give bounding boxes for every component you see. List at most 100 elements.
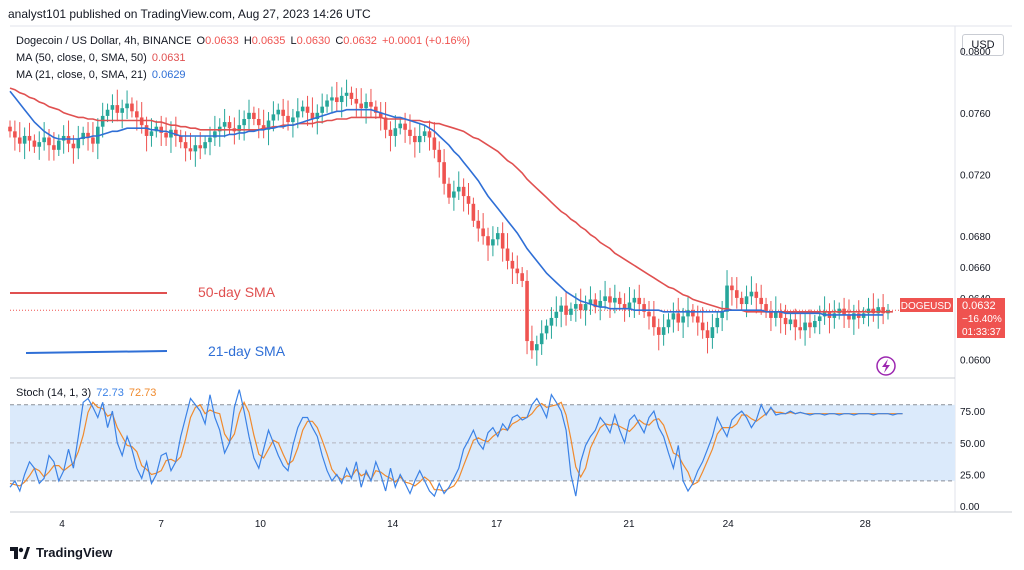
candle-body [56,140,61,150]
symbol-tag: DOGEUSD [901,301,952,312]
candle-body [505,248,510,261]
candle-body [81,132,85,140]
time-axis: 4 7 10 14 17 21 24 28 [59,519,871,530]
candle-body [105,109,110,116]
sma21-annotation-line [25,350,168,354]
candle-body [491,239,495,246]
price-tag: DOGEUSD 0.0632 −16.40% 01:33:37 [900,298,1005,338]
candle-body [554,311,559,318]
candle-body [622,304,627,309]
stoch-tick-label: 75.00 [960,407,985,418]
candle-body [188,148,193,152]
candle-body [139,117,144,126]
candle-body [413,135,417,143]
sma21-annotation-label: 21-day SMA [208,343,286,359]
candle-body [447,183,451,198]
candle-body [710,327,715,338]
candle-body [632,297,637,303]
candle-body [393,128,398,136]
candle-body [666,319,671,328]
ma50-line [9,87,893,313]
ohlc-high: H0.0635 [243,35,286,47]
candle-body [574,304,578,309]
candle-body [315,112,320,119]
candle-body [754,291,759,298]
candle-body [174,129,178,136]
candle-body [525,280,529,342]
candle-body [725,285,729,312]
time-tick-label: 21 [623,519,635,530]
ma21-line [9,90,884,316]
candle-body [847,314,851,320]
candle-body [871,308,876,314]
candle-body [213,131,217,138]
tradingview-logo[interactable]: TradingView [10,545,112,560]
candle-body [739,297,744,305]
stoch-legend: Stoch (14, 1, 3) 72.73 72.73 [16,387,156,399]
candle-body [686,310,690,317]
publish-line: analyst101 published on TradingView.com,… [8,7,371,21]
candle-body [227,122,232,129]
candle-body [208,137,212,143]
candle-body [344,92,349,96]
candle-body [110,105,115,110]
candle-body [349,92,354,99]
candle-body [486,236,490,246]
symbol-tag-bg [900,298,953,312]
candle-body [520,273,524,281]
price-tick-label: 0.0600 [960,356,991,367]
candle-body [76,139,81,149]
candle-body [715,317,720,328]
candle-body [364,102,368,109]
candle-body [198,145,203,149]
candle-body [383,117,388,130]
candle-body [295,111,300,118]
candle-body [749,291,754,297]
candle-body [808,322,812,328]
candle-body [149,131,154,136]
candle-body [17,137,22,144]
candle-body [27,135,32,141]
candle-body [515,268,520,274]
ma50-legend: MA (50, close, 0, SMA, 50) 0.0631 [16,52,186,64]
candle-body [691,310,695,317]
candle-body [569,308,573,315]
candle-body [178,135,183,143]
candle-body [37,142,42,147]
candle-body [42,137,46,143]
candle-body [417,135,422,143]
candle-body [276,109,281,115]
candle-body [266,120,271,130]
candle-body [359,103,363,109]
candle-body [222,122,227,127]
price-tag-change: −16.40% [962,314,1002,325]
candle-body [788,319,793,325]
candle-body [774,311,778,318]
time-tick-label: 24 [723,519,735,530]
candle-body [583,304,588,311]
candle-body [47,137,51,146]
candle-body [764,304,768,312]
currency-button[interactable]: USD [962,34,1004,56]
candle-body [339,95,344,103]
candle-body [500,233,505,249]
candle-body [271,114,276,121]
stoch-k-line [9,389,903,498]
candle-body [598,300,603,308]
ma21-label: MA (21, close, 0, SMA, 21) [16,69,147,81]
candle-body [613,297,617,303]
candle-body [164,132,168,138]
candle-body [452,191,456,198]
time-tick-label: 14 [387,519,399,530]
candle-body [539,333,544,345]
candle-body [183,142,188,149]
candle-body [66,135,71,144]
candle-body [681,316,685,323]
ohlc-change: +0.0001 (+0.16%) [382,35,471,47]
candle-body [130,103,134,112]
tradingview-logo-icon [10,546,30,559]
candle-body [798,327,802,331]
price-chart[interactable]: 0.08000.07600.07200.06800.06600.06400.06… [0,0,1024,540]
candle-body [617,297,622,305]
lightning-icon[interactable] [876,356,896,376]
